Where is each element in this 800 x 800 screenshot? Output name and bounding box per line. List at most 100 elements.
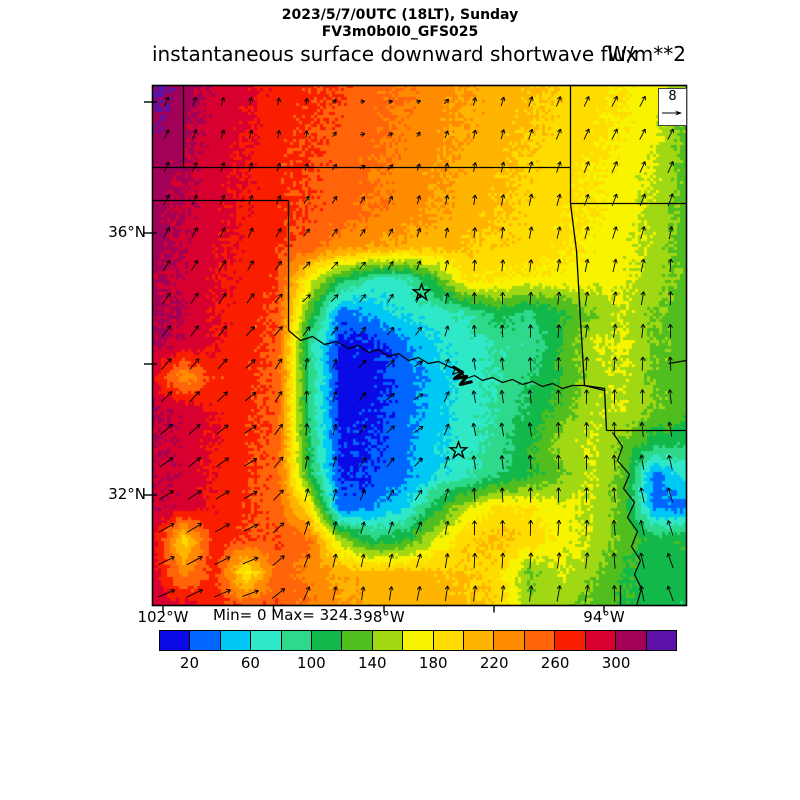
wind-arrow-icon — [444, 455, 450, 469]
wind-arrow-icon — [444, 520, 450, 535]
wind-arrow-icon — [611, 487, 617, 503]
wind-arrow-icon — [556, 226, 562, 239]
colorbar-tick-label: 100 — [297, 654, 326, 672]
wind-arrow-icon — [612, 324, 618, 338]
wind-arrow-icon — [500, 226, 506, 239]
wind-arrow-icon — [667, 421, 673, 437]
wind-arrow-icon — [242, 589, 259, 597]
wind-arrow-icon — [275, 260, 283, 271]
wind-arrow-icon — [189, 391, 201, 403]
reference-vector-arrow-icon — [662, 110, 682, 116]
wind-arrow-icon — [556, 356, 561, 371]
wind-arrow-icon — [556, 193, 562, 206]
run-datetime-header: 2023/5/7/0UTC (18LT), Sunday — [281, 7, 519, 23]
wind-arrow-icon — [387, 521, 394, 535]
wind-arrow-icon — [331, 195, 338, 204]
wind-arrow-icon — [666, 520, 674, 536]
wind-arrow-icon — [191, 227, 198, 239]
wind-arrow-icon — [163, 129, 170, 140]
map-geography-layer — [152, 85, 687, 606]
wind-arrow-icon — [386, 392, 395, 401]
wind-arrow-icon — [639, 585, 645, 602]
wind-arrow-icon — [332, 391, 338, 403]
wind-arrow-icon — [639, 519, 645, 536]
wind-arrow-icon — [188, 424, 201, 435]
wind-arrow-icon — [190, 259, 199, 272]
wind-arrow-icon — [274, 390, 283, 403]
wind-arrow-icon — [244, 392, 257, 402]
wind-arrow-icon — [276, 97, 282, 106]
wind-arrow-icon — [472, 129, 478, 139]
wind-arrow-icon — [163, 194, 170, 206]
wind-arrow-icon — [639, 552, 645, 569]
wind-arrow-icon — [160, 391, 173, 403]
wind-arrow-icon — [444, 195, 450, 205]
wind-arrow-icon — [332, 131, 337, 137]
wind-arrow-icon — [584, 291, 590, 305]
wind-arrow-icon — [359, 293, 366, 303]
wind-arrow-icon — [612, 389, 618, 404]
wind-arrow-icon — [472, 585, 478, 602]
colorbar-tick-label: 220 — [479, 654, 509, 672]
wind-arrow-icon — [500, 129, 506, 140]
x-axis-label: 94°W — [583, 608, 625, 626]
wind-arrow-icon — [667, 161, 674, 173]
wind-arrow-icon — [248, 129, 254, 139]
wind-arrow-icon — [527, 422, 533, 437]
wind-arrow-icon — [639, 193, 646, 207]
wind-arrow-icon — [386, 425, 395, 434]
wind-arrow-icon — [639, 161, 646, 173]
wind-arrow-icon — [414, 360, 424, 368]
wind-arrow-icon — [247, 260, 254, 271]
wind-arrow-icon — [500, 161, 506, 173]
colorbar-segment — [463, 630, 495, 651]
wind-arrow-icon — [444, 130, 449, 138]
wind-arrow-icon — [612, 258, 618, 273]
x-axis-label: 102°W — [137, 608, 189, 626]
wind-arrow-icon — [359, 489, 366, 501]
wind-arrow-icon — [640, 226, 646, 240]
wind-arrow-icon — [271, 588, 286, 599]
wind-arrow-icon — [500, 520, 505, 536]
wind-arrow-icon — [219, 260, 226, 271]
wind-arrow-icon — [528, 226, 534, 239]
wind-arrow-icon — [246, 325, 256, 337]
wind-arrow-icon — [159, 490, 175, 500]
wind-arrow-icon — [528, 552, 534, 569]
wind-arrow-icon — [219, 227, 226, 238]
colorbar-segment — [250, 630, 282, 651]
river-line — [288, 330, 605, 392]
wind-arrow-icon — [276, 195, 282, 205]
wind-arrow-icon — [556, 552, 562, 569]
star-marker-icon — [448, 439, 469, 460]
wind-arrow-icon — [274, 423, 283, 436]
wind-arrow-icon — [584, 193, 590, 206]
wind-arrow-icon — [413, 425, 424, 433]
colorbar-tick-label: 20 — [179, 654, 200, 672]
wind-arrow-icon — [443, 98, 450, 105]
wind-arrow-icon — [556, 324, 562, 338]
colorbar-segment — [493, 630, 525, 651]
wind-arrow-icon — [303, 228, 310, 237]
wind-arrow-icon — [186, 588, 203, 598]
wind-arrow-icon — [667, 389, 673, 404]
wind-arrow-icon — [443, 358, 450, 370]
wind-arrow-icon — [556, 259, 562, 272]
wind-arrow-icon — [218, 292, 227, 304]
wind-arrow-icon — [584, 552, 590, 569]
colorbar-segment — [432, 630, 465, 651]
wind-arrow-icon — [215, 490, 230, 500]
wind-arrow-icon — [612, 226, 618, 239]
wind-arrow-icon — [471, 357, 477, 370]
wind-arrow-icon — [528, 193, 534, 206]
colorbar-tick-label: 140 — [357, 654, 387, 672]
colorbar-tick-label: 60 — [240, 654, 260, 672]
wind-arrow-icon — [303, 195, 310, 204]
colorbar-segment — [584, 630, 617, 651]
wind-arrow-icon — [302, 294, 311, 303]
wind-arrow-icon — [584, 584, 590, 602]
wind-arrow-icon — [414, 489, 423, 501]
wind-arrow-icon — [304, 390, 310, 403]
wind-arrow-icon — [667, 356, 673, 371]
